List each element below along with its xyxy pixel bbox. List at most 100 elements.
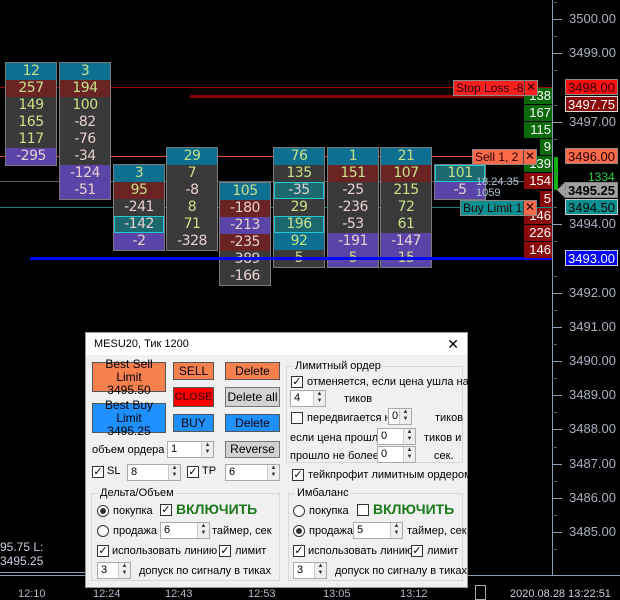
delta-timer-input[interactable]: 6 ▲ ▼ xyxy=(160,522,210,539)
delta-sell-radio[interactable] xyxy=(97,525,109,537)
footprint-bar[interactable]: 29 7 -8 8 71 -328 xyxy=(166,147,218,252)
bid-line xyxy=(30,257,552,261)
ticks-label: тиков xyxy=(435,412,464,424)
tp-checkbox[interactable]: ✓ xyxy=(187,466,199,478)
close-icon[interactable]: ✕ xyxy=(523,149,536,164)
imbalance-tolerance-input[interactable]: 3 ▲ ▼ xyxy=(293,562,327,579)
minor-tick xyxy=(552,207,557,209)
close-icon[interactable]: ✕ xyxy=(523,200,536,215)
time-limit-input[interactable]: 0 ▲ ▼ xyxy=(377,446,416,463)
imbalance-buy-radio[interactable] xyxy=(293,505,305,517)
time-label: 13:05 xyxy=(323,588,351,600)
footprint-bar[interactable]: 12 257 149 165 117 -295 xyxy=(5,61,57,166)
spinner-icon[interactable]: ▲ ▼ xyxy=(399,409,411,424)
reverse-button[interactable]: Reverse xyxy=(225,441,280,458)
sell-order-label[interactable]: Sell 1, 2 ✕ xyxy=(472,149,537,165)
delta-tolerance-label: допуск по сигналу в тиках xyxy=(139,565,271,577)
footprint-bar[interactable]: 3 194 100 -82 -76 -34 -124 -51 xyxy=(59,61,111,200)
footprint-cell: 7 xyxy=(187,165,197,182)
minor-tick xyxy=(552,514,557,516)
cancel-ticks-input[interactable]: 4 ▲ ▼ xyxy=(290,390,326,407)
passed-input[interactable]: 0 ▲ ▼ xyxy=(377,428,416,445)
footprint-bar[interactable]: 3 95 -241 -142 -2 xyxy=(113,164,165,252)
best-sell-limit-button[interactable]: Best Sell Limit 3495.50 xyxy=(92,357,166,396)
spinner-icon[interactable]: ▲ ▼ xyxy=(168,465,180,480)
move-ticks-input[interactable]: 0 ▲ ▼ xyxy=(388,408,412,425)
delete-buy-button[interactable]: Delete xyxy=(225,414,280,432)
delta-use-line-checkbox[interactable]: ✓ xyxy=(97,545,109,557)
sl-checkbox[interactable]: ✓ xyxy=(92,466,104,478)
spinner-icon[interactable]: ▲ ▼ xyxy=(403,429,415,444)
delta-limit-checkbox[interactable]: ✓ xyxy=(219,545,231,557)
delta-buy-radio[interactable] xyxy=(97,505,109,517)
price-axis-line xyxy=(552,0,553,575)
footprint-cell: 3 xyxy=(60,62,110,80)
sell-button[interactable]: SELL xyxy=(173,362,214,380)
bid-price: 3493.00 xyxy=(565,250,618,266)
spinner-icon[interactable]: ▲ ▼ xyxy=(267,465,279,480)
takeprofit-checkbox[interactable]: ✓ xyxy=(292,469,304,481)
cancel-checkbox[interactable]: ✓ xyxy=(291,376,303,388)
best-buy-limit-button[interactable]: Best Buy Limit 3495.25 xyxy=(92,398,166,437)
move-checkbox[interactable] xyxy=(291,412,303,424)
spinner-icon[interactable]: ▲ ▼ xyxy=(313,391,325,406)
delta-volume-group: Дельта/Объем покупка ✓ ВКЛЮЧИТЬ продажа … xyxy=(91,487,280,581)
volume-profile-bar: 226 xyxy=(524,224,552,241)
footprint-cell: 8 xyxy=(187,199,197,216)
move-ticks-value: 0 xyxy=(392,410,399,422)
stop-loss-line[interactable] xyxy=(0,87,552,89)
spinner-icon[interactable]: ▲ ▼ xyxy=(390,523,402,538)
cancel-label: отменяется, если цена ушла на xyxy=(307,376,469,388)
dialog-titlebar[interactable]: MESU20, Тик 1200 ✕ xyxy=(86,333,467,355)
imbalance-limit-checkbox[interactable]: ✓ xyxy=(411,545,423,557)
delta-tolerance-input[interactable]: 3 ▲ ▼ xyxy=(97,562,131,579)
footprint-cell: 117 xyxy=(18,130,44,147)
close-position-button[interactable]: CLOSE xyxy=(173,387,214,407)
price-tick xyxy=(552,463,562,465)
price-tick xyxy=(552,497,562,499)
spinner-icon[interactable]: ▲ ▼ xyxy=(201,442,213,457)
price-axis-label: 3490.00 xyxy=(569,353,616,368)
close-icon[interactable]: ✕ xyxy=(447,336,459,352)
sl-value: 8 xyxy=(131,466,138,478)
footprint-bar[interactable]: 105-180-213-235-389-166 xyxy=(219,181,271,286)
minor-tick xyxy=(552,138,557,140)
imbalance-use-line-checkbox[interactable]: ✓ xyxy=(293,545,305,557)
price-axis-label: 3492.00 xyxy=(569,284,616,300)
footprint-bar[interactable]: 101 -5 xyxy=(434,164,486,201)
delta-enable-checkbox[interactable]: ✓ xyxy=(160,504,172,516)
buy-button[interactable]: BUY xyxy=(173,414,214,432)
footprint-cell: -241 xyxy=(124,199,154,216)
delete-sell-button[interactable]: Delete xyxy=(225,362,280,380)
imbalance-enable-checkbox[interactable] xyxy=(357,504,369,516)
minor-tick xyxy=(552,549,557,551)
imbalance-buy-label: покупка xyxy=(309,505,349,517)
footprint-cell: -2 xyxy=(114,233,164,251)
tp-input[interactable]: 6 ▲ ▼ xyxy=(225,464,280,481)
spinner-icon[interactable]: ▲ ▼ xyxy=(197,523,209,538)
time-label: 12:10 xyxy=(18,588,46,600)
spinner-icon[interactable]: ▲ ▼ xyxy=(314,563,326,578)
minor-tick xyxy=(552,172,557,174)
time-limit-label: прошло не более xyxy=(290,450,379,462)
buy-limit-order-label[interactable]: Buy Limit 1 ✕ xyxy=(460,200,537,216)
buy-limit-text: Buy Limit 1 xyxy=(463,201,523,215)
delta-limit-label: лимит xyxy=(235,545,267,557)
sl-input[interactable]: 8 ▲ ▼ xyxy=(127,464,181,481)
imbalance-timer-input[interactable]: 5 ▲ ▼ xyxy=(353,522,403,539)
minor-tick xyxy=(552,412,557,414)
volume-input[interactable]: 1 ▲ ▼ xyxy=(167,441,214,458)
overlay-time: 18.24.35 xyxy=(476,176,519,188)
close-icon[interactable]: ✕ xyxy=(524,80,537,95)
price-tick xyxy=(552,395,562,397)
imbalance-sell-radio[interactable] xyxy=(293,525,305,537)
spinner-icon[interactable]: ▲ ▼ xyxy=(403,447,415,462)
delete-all-button[interactable]: Delete all xyxy=(225,387,280,407)
scroll-box[interactable] xyxy=(475,585,486,600)
stop-loss-order-label[interactable]: Stop Loss -8 ✕ xyxy=(453,80,538,96)
spinner-icon[interactable]: ▲ ▼ xyxy=(118,563,130,578)
